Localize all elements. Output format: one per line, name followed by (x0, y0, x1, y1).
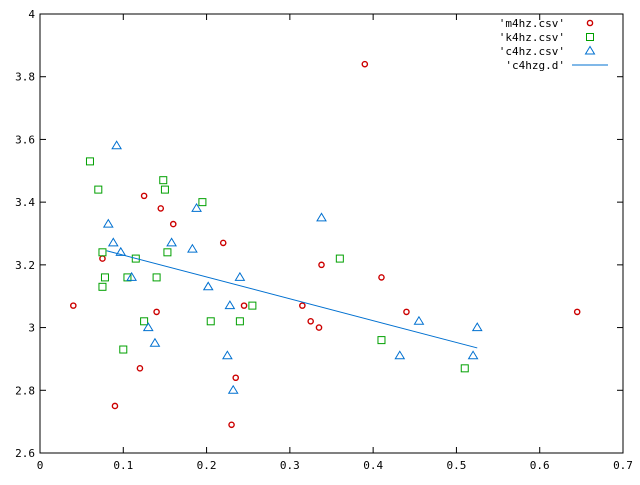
data-point-circle (111, 402, 119, 410)
data-point-square (160, 185, 169, 194)
legend-label: 'm4hz.csv' (499, 17, 565, 30)
data-point-square (460, 364, 469, 373)
legend-label: 'c4hzg.d' (505, 59, 565, 72)
data-point-triangle (467, 350, 479, 360)
data-point-circle (318, 261, 325, 269)
legend-marker (586, 19, 594, 27)
y-tick-label: 3.2 (15, 259, 35, 272)
data-point-square (198, 198, 207, 207)
data-point-triangle (166, 237, 177, 247)
data-point-square (163, 248, 172, 257)
data-point-circle (219, 239, 227, 247)
x-tick-label: 0.1 (113, 459, 133, 472)
data-point-triangle (394, 350, 406, 360)
data-point-circle (240, 302, 248, 309)
data-point-circle (403, 308, 410, 316)
data-point-square (159, 176, 168, 185)
y-tick-label: 4 (28, 8, 35, 21)
data-point-circle (153, 308, 160, 316)
data-point-square (98, 282, 107, 291)
data-point-circle (228, 421, 235, 429)
data-point-square (206, 317, 215, 326)
data-point-square (377, 336, 386, 345)
x-tick-label: 0.5 (446, 459, 466, 472)
data-point-square (152, 273, 161, 282)
data-point-circle (573, 308, 581, 316)
legend-marker (584, 45, 596, 55)
data-point-square (248, 301, 257, 310)
data-point-square (235, 317, 244, 326)
data-point-triangle (471, 322, 483, 332)
data-point-circle (157, 205, 165, 212)
data-point-square (94, 185, 103, 194)
data-point-circle (136, 365, 144, 372)
data-point-triangle (107, 237, 119, 247)
data-point-circle (70, 302, 77, 309)
data-point-triangle (413, 315, 425, 325)
data-point-triangle (115, 246, 127, 256)
data-point-circle (169, 220, 177, 228)
x-tick-label: 0 (37, 459, 44, 472)
data-point-square (140, 317, 149, 326)
data-point-triangle (191, 202, 202, 212)
data-point-triangle (126, 271, 137, 281)
data-point-triangle (202, 281, 214, 291)
data-point-circle (299, 302, 306, 309)
data-point-triangle (234, 271, 246, 281)
x-tick-label: 0.6 (530, 459, 550, 472)
x-tick-label: 0.7 (613, 459, 633, 472)
data-point-triangle (224, 300, 236, 310)
data-point-triangle (149, 337, 161, 347)
y-tick-label: 2.6 (15, 447, 35, 460)
legend-label: 'k4hz.csv' (499, 31, 565, 44)
data-point-square (335, 254, 344, 263)
data-point-circle (361, 60, 369, 68)
data-point-square (85, 157, 94, 166)
y-tick-label: 3.8 (15, 71, 35, 84)
data-point-circle (315, 324, 323, 331)
data-point-circle (232, 374, 240, 382)
data-point-square (98, 248, 107, 257)
data-point-circle (378, 274, 385, 281)
x-tick-label: 0.4 (363, 459, 383, 472)
data-point-triangle (187, 243, 198, 253)
plot-frame (39, 13, 624, 454)
data-point-triangle (102, 218, 114, 228)
data-point-triangle (111, 140, 123, 150)
data-point-square (100, 273, 109, 282)
data-point-circle (140, 192, 148, 200)
data-point-square (119, 345, 128, 354)
legend-marker (586, 33, 594, 41)
x-tick-label: 0.3 (280, 459, 300, 472)
fit-line (106, 250, 478, 349)
data-point-circle (99, 255, 106, 262)
data-point-triangle (316, 212, 327, 222)
data-point-square (131, 254, 140, 263)
y-tick-label: 3.4 (15, 196, 35, 209)
data-point-triangle (227, 384, 239, 394)
data-point-circle (307, 317, 314, 325)
legend-label: 'c4hz.csv' (499, 45, 565, 58)
y-tick-label: 3.6 (15, 133, 35, 146)
y-tick-label: 3 (28, 322, 35, 335)
x-tick-label: 0.2 (197, 459, 217, 472)
y-tick-label: 2.8 (15, 384, 35, 397)
data-point-triangle (142, 322, 154, 332)
data-point-triangle (222, 350, 233, 360)
